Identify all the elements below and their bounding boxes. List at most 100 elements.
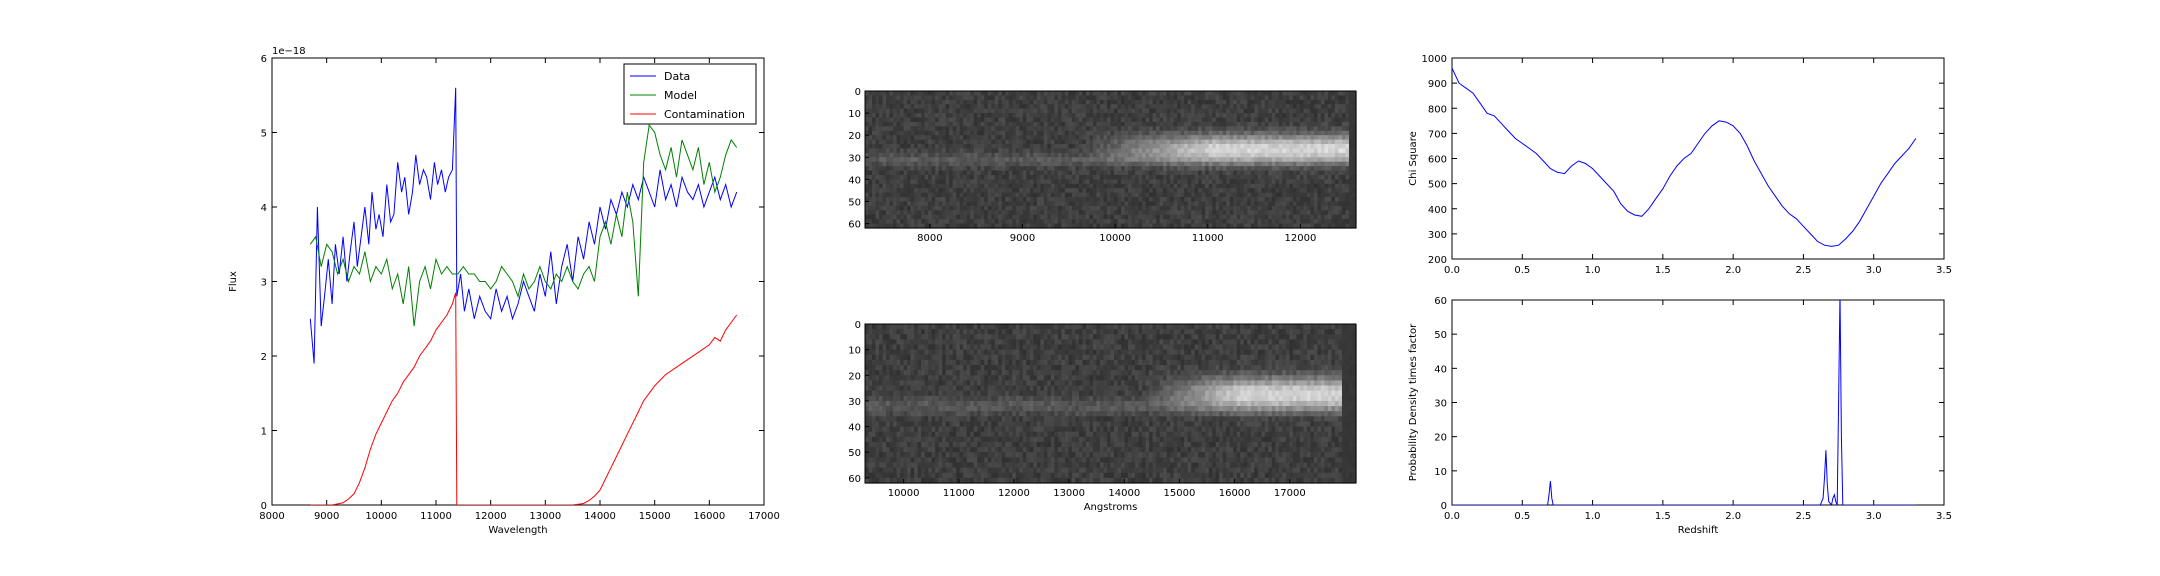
x-tick-label: 13000 [1053,488,1085,499]
y-tick-label: 3 [261,278,267,289]
x-tick-label: 17000 [748,511,780,522]
image-top-pixels [865,91,1357,229]
x-tick-label: 2.0 [1725,511,1741,522]
x-tick-label: 3.5 [1936,265,1952,276]
y-tick-label: 2 [261,352,267,363]
image-top-image: 8000 9000 10000 11000 12000 0 10 20 30 40 50 60 [848,87,1357,244]
y-tick-label: 10 [848,109,861,120]
x-tick-label: 8000 [917,233,942,244]
x-tick-label: 15000 [1164,488,1196,499]
y-tick-label: 40 [848,423,861,434]
y-tick-label: 4 [261,203,267,214]
y-axis-label: Probability Density times factor [1408,323,1419,481]
chisq-chart: 0.0 0.5 1.0 1.5 2.0 2.5 3.0 3.5 200 300 400 500 600 7… [1408,54,1952,276]
x-tick-label: 11000 [1192,233,1224,244]
axes-frame [1451,299,1945,506]
x-tick-label: 11000 [943,488,975,499]
y-tick-label: 50 [848,197,861,208]
y-tick-label: 50 [1434,330,1447,341]
pdf-plot-area [1452,300,1916,505]
y-tick-label: 20 [848,131,861,142]
x-tick-label: 12000 [998,488,1030,499]
legend: Data Model Contamination [623,63,757,125]
x-tick-label: 14000 [584,511,616,522]
x-tick-label: 0.5 [1514,265,1530,276]
y-tick-label: 200 [1428,255,1447,266]
chisq-plot-area [1452,67,1917,247]
x-tick-label: 1.5 [1655,265,1671,276]
x-tick-label: 16000 [1219,488,1251,499]
y-tick-label: 700 [1428,129,1447,140]
y-tick-label: 10 [1434,467,1447,478]
x-tick-label: 1.0 [1585,511,1601,522]
x-tick-label: 9000 [314,511,339,522]
image-frame [864,323,1357,484]
y-tick-label: 60 [848,474,861,485]
x-tick-label: 12000 [475,511,507,522]
y-tick-label: 20 [848,371,861,382]
x-tick-label: 15000 [639,511,671,522]
axes-frame [1451,57,1945,260]
x-tick-label: 10000 [365,511,397,522]
image-frame [864,90,1357,229]
series-line-curve [1452,67,1917,247]
x-tick-label: 16000 [693,511,725,522]
y-tick-label: 300 [1428,230,1447,241]
y-axis-label: Flux [228,271,239,292]
x-tick-label: 17000 [1274,488,1306,499]
y-tick-label: 40 [1434,364,1447,375]
legend-entry: Model [664,89,697,102]
pdf-chart: 0.0 0.5 1.0 1.5 2.0 2.5 3.0 3.5 0 10 20 30 40 50 60 Red… [1408,296,1952,536]
y-tick-label: 30 [848,153,861,164]
y-tick-label: 0 [261,501,267,512]
x-tick-label: 11000 [420,511,452,522]
x-tick-label: 12000 [1285,233,1317,244]
y-tick-label: 20 [1434,433,1447,444]
series-line-model [309,123,738,327]
x-tick-label: 0.0 [1444,265,1460,276]
y-tick-label: 60 [848,220,861,231]
legend-entry: Data [664,70,690,83]
x-tick-label: 10000 [888,488,920,499]
y-tick-label: 50 [848,448,861,459]
image-bottom-pixels [865,324,1357,484]
y-tick-label: 1 [261,427,267,438]
y-tick-label: 0 [1441,501,1447,512]
series-line-data [309,87,738,364]
y-tick-label: 900 [1428,79,1447,90]
x-tick-label: 8000 [259,511,284,522]
axes-frame [271,57,765,506]
x-tick-label: 9000 [1010,233,1035,244]
y-tick-label: 0 [855,320,861,331]
x-tick-label: 14000 [1108,488,1140,499]
x-tick-label: 13000 [529,511,561,522]
y-tick-label: 5 [261,129,267,140]
x-tick-label: 2.5 [1795,265,1811,276]
y-tick-label: 600 [1428,155,1447,166]
x-tick-label: 2.0 [1725,265,1741,276]
x-axis-label: Angstroms [1084,502,1138,513]
series-line-contamination [310,292,738,505]
x-tick-label: 0.0 [1444,511,1460,522]
x-tick-label: 3.0 [1866,265,1882,276]
x-axis-label: Redshift [1678,525,1719,536]
x-tick-label: 3.0 [1866,511,1882,522]
spectrum-chart: 8000 9000 10000 11000 12000 13000 14000 15000 16… [228,46,780,536]
y-tick-label: 40 [848,175,861,186]
spectrum-plot-area [309,87,738,505]
y-tick-label: 1000 [1422,54,1447,65]
x-tick-label: 1.0 [1585,265,1601,276]
x-tick-label: 10000 [1099,233,1131,244]
y-tick-label: 500 [1428,180,1447,191]
x-tick-label: 2.5 [1795,511,1811,522]
x-tick-label: 1.5 [1655,511,1671,522]
y-tick-label: 0 [855,87,861,98]
x-tick-label: 3.5 [1936,511,1952,522]
image-bottom-image: 10000 11000 12000 13000 14000 15000 16000 17000… [848,320,1357,513]
y-tick-label: 800 [1428,104,1447,115]
y-tick-label: 10 [848,346,861,357]
x-tick-label: 0.5 [1514,511,1530,522]
y-tick-label: 60 [1434,296,1447,307]
offset-text: 1e−18 [272,46,306,57]
